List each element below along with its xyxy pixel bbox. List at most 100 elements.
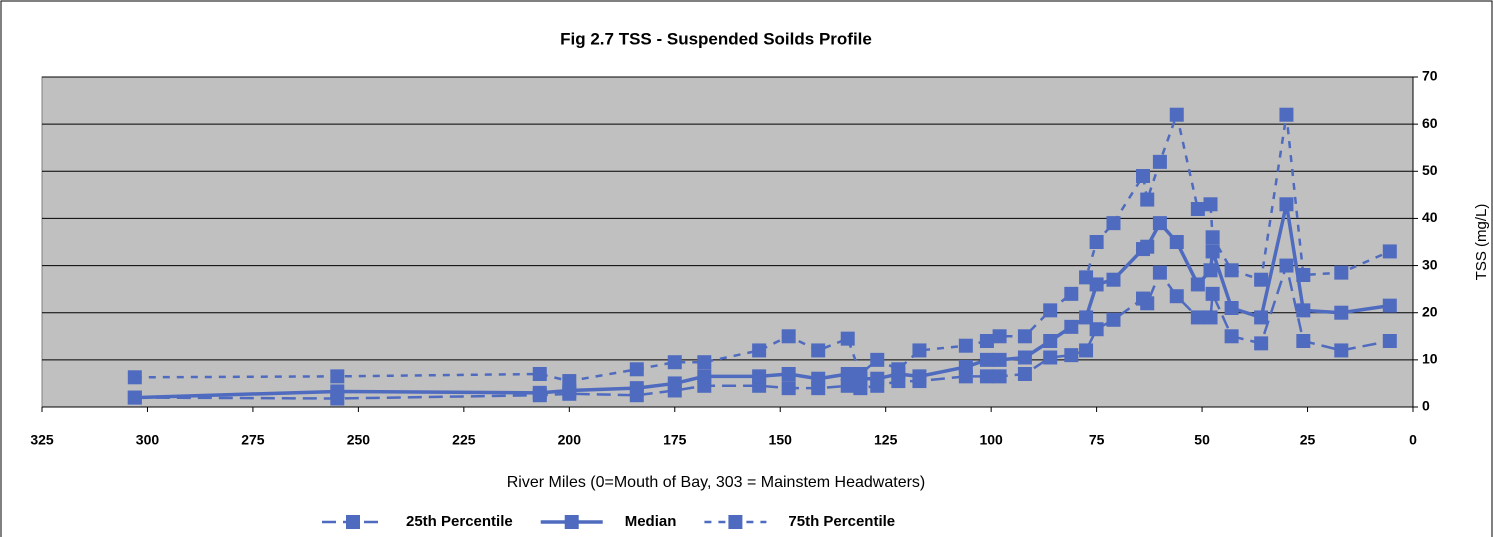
- data-point: [1203, 263, 1218, 278]
- data-point: [1382, 244, 1397, 259]
- data-point: [1205, 286, 1220, 301]
- data-point: [1136, 169, 1151, 183]
- data-point: [979, 352, 994, 367]
- data-point: [1152, 154, 1167, 169]
- data-point: [1140, 239, 1155, 254]
- data-point: [1089, 322, 1104, 337]
- data-point: [1043, 303, 1058, 318]
- data-point: [1382, 298, 1397, 313]
- legend-marker: [346, 515, 360, 529]
- data-point: [1079, 310, 1094, 325]
- data-point: [532, 385, 547, 400]
- data-point: [1017, 329, 1032, 344]
- data-point: [1140, 296, 1155, 311]
- data-point: [1190, 202, 1205, 216]
- data-point: [1152, 216, 1167, 231]
- data-point: [1224, 301, 1239, 315]
- data-point: [1254, 310, 1269, 325]
- data-point: [330, 369, 345, 384]
- data-point: [667, 355, 682, 370]
- data-point: [853, 367, 868, 381]
- data-point: [1296, 303, 1311, 318]
- y-tick-label: 30: [1422, 256, 1438, 272]
- data-point: [1334, 343, 1349, 358]
- data-point: [1169, 107, 1184, 122]
- data-point: [629, 362, 644, 377]
- x-tick-label: 25: [1300, 432, 1316, 448]
- y-tick-label: 20: [1422, 303, 1438, 319]
- data-point: [1152, 265, 1167, 280]
- data-point: [1064, 286, 1079, 301]
- data-point: [811, 371, 826, 386]
- data-point: [958, 338, 973, 353]
- data-point: [1064, 348, 1079, 363]
- x-tick-label: 0: [1409, 432, 1417, 448]
- y-tick-label: 50: [1422, 162, 1438, 178]
- data-point: [840, 331, 855, 346]
- data-point: [1190, 310, 1205, 325]
- data-point: [992, 369, 1007, 384]
- legend-label: Median: [625, 513, 677, 530]
- legend-label: 75th Percentile: [788, 513, 895, 530]
- data-point: [979, 369, 994, 384]
- data-point: [1224, 263, 1239, 278]
- data-point: [781, 381, 796, 396]
- x-tick-label: 75: [1089, 432, 1105, 448]
- data-point: [840, 367, 855, 381]
- data-point: [629, 381, 644, 396]
- y-tick-label: 0: [1422, 398, 1430, 414]
- data-point: [1279, 197, 1294, 212]
- data-point: [979, 334, 994, 348]
- x-tick-label: 275: [241, 432, 265, 448]
- data-point: [1296, 334, 1311, 348]
- y-tick-label: 10: [1422, 351, 1438, 367]
- data-point: [811, 343, 826, 358]
- data-point: [1334, 265, 1349, 280]
- data-point: [1382, 334, 1397, 348]
- data-point: [1043, 334, 1058, 348]
- data-point: [1106, 272, 1121, 287]
- data-point: [1334, 305, 1349, 320]
- x-tick-label: 200: [558, 432, 582, 448]
- data-point: [1079, 343, 1094, 358]
- x-tick-label: 250: [347, 432, 371, 448]
- data-point: [667, 376, 682, 391]
- x-tick-label: 325: [30, 432, 54, 448]
- y-axis-label: TSS (mg/L): [1473, 204, 1490, 281]
- data-point: [127, 390, 142, 405]
- data-point: [1089, 235, 1104, 249]
- data-point: [1296, 268, 1311, 282]
- x-tick-label: 175: [663, 432, 687, 448]
- x-tick-label: 300: [136, 432, 160, 448]
- chart-title: Fig 2.7 TSS - Suspended Soilds Profile: [560, 29, 872, 48]
- data-point: [1106, 312, 1121, 327]
- data-point: [840, 378, 855, 393]
- data-point: [1203, 310, 1218, 325]
- data-point: [1279, 107, 1294, 122]
- data-point: [562, 374, 577, 389]
- data-point: [1079, 270, 1094, 285]
- data-point: [781, 329, 796, 344]
- y-tick-label: 70: [1422, 68, 1438, 84]
- data-point: [697, 355, 712, 370]
- data-point: [1106, 216, 1121, 231]
- data-point: [870, 352, 885, 367]
- data-point: [870, 371, 885, 386]
- data-point: [752, 343, 767, 358]
- data-point: [891, 362, 906, 377]
- data-point: [1279, 258, 1294, 273]
- x-tick-label: 50: [1194, 432, 1210, 448]
- x-tick-label: 125: [874, 432, 898, 448]
- legend-marker: [728, 515, 743, 529]
- data-point: [127, 370, 142, 385]
- data-point: [781, 367, 796, 381]
- data-point: [1205, 230, 1220, 245]
- x-axis-label: River Miles (0=Mouth of Bay, 303 = Mains…: [507, 474, 926, 491]
- x-tick-label: 100: [979, 432, 1003, 448]
- data-point: [1224, 329, 1239, 344]
- y-tick-label: 40: [1422, 209, 1438, 225]
- data-point: [1169, 235, 1184, 249]
- x-tick-label: 150: [769, 432, 793, 448]
